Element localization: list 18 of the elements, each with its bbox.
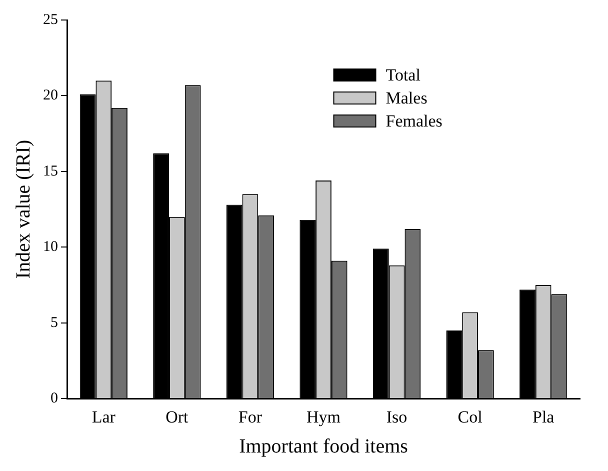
y-axis-title: Index value (IRI) xyxy=(12,140,34,279)
x-tick-label: Hym xyxy=(306,407,340,426)
y-tick-label: 10 xyxy=(43,239,58,256)
x-tick-label: Pla xyxy=(532,407,555,426)
x-tick-label: For xyxy=(238,407,262,426)
y-tick-label: 5 xyxy=(50,314,58,331)
y-tick-label: 0 xyxy=(50,390,58,407)
x-axis-title: Important food items xyxy=(239,435,408,458)
legend-label: Females xyxy=(386,111,442,130)
legend-label: Total xyxy=(386,65,421,84)
legend-label: Males xyxy=(386,88,428,108)
y-tick-label: 20 xyxy=(43,88,58,104)
x-tick-label: Ort xyxy=(166,407,189,426)
y-tick-label: 15 xyxy=(43,163,58,180)
x-tick-label: Col xyxy=(458,407,483,426)
x-tick-label: Iso xyxy=(386,407,408,426)
x-tick-label: Lar xyxy=(92,407,116,426)
y-tick-label: 25 xyxy=(43,12,58,28)
